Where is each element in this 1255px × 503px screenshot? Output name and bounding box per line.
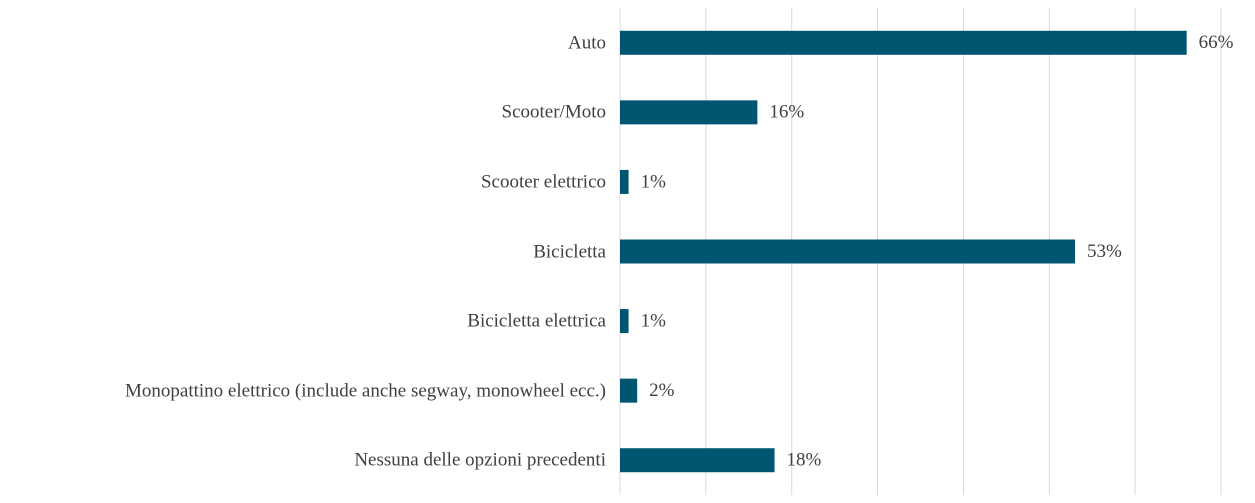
bar bbox=[620, 309, 629, 334]
data-label: 1% bbox=[641, 171, 667, 192]
bar bbox=[620, 169, 629, 194]
data-label: 66% bbox=[1199, 32, 1234, 53]
category-label: Bicicletta bbox=[533, 241, 606, 262]
category-label: Scooter elettrico bbox=[480, 171, 606, 193]
category-label: Monopattino elettrico (include anche seg… bbox=[125, 380, 606, 402]
data-label: 53% bbox=[1087, 241, 1122, 262]
data-label: 16% bbox=[769, 102, 804, 123]
category-label: Scooter/Moto bbox=[501, 101, 607, 123]
data-label: 2% bbox=[649, 380, 675, 401]
data-label: 1% bbox=[641, 310, 667, 331]
category-label: Bicicletta elettrica bbox=[467, 310, 606, 332]
category-label: Nessuna delle opzioni precedenti bbox=[354, 449, 606, 471]
category-label: Auto bbox=[568, 32, 606, 54]
bar bbox=[620, 378, 638, 403]
bar bbox=[620, 448, 775, 473]
bar bbox=[620, 239, 1076, 264]
data-label: 18% bbox=[787, 450, 822, 471]
bar bbox=[620, 30, 1187, 55]
bar bbox=[620, 100, 758, 125]
